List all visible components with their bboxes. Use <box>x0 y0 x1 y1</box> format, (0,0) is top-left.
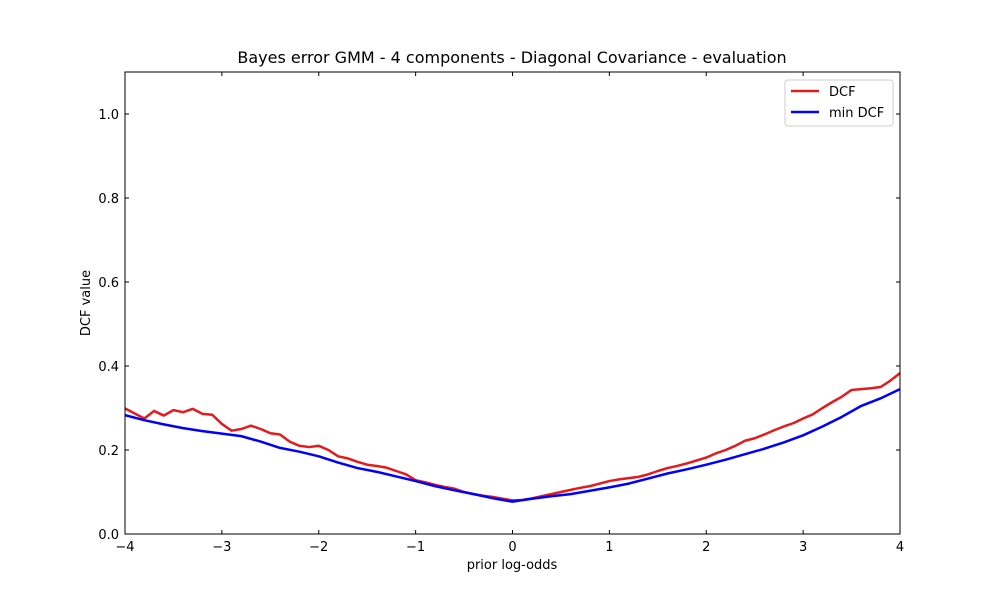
chart-title: Bayes error GMM - 4 components - Diagona… <box>237 48 786 67</box>
x-tick-label: 3 <box>799 540 807 555</box>
x-tick-label: −1 <box>406 540 425 555</box>
x-tick-label: −4 <box>115 540 134 555</box>
y-tick-label: 0.0 <box>98 528 119 543</box>
x-tick-label: 1 <box>605 540 613 555</box>
y-tick-label: 0.8 <box>98 192 119 207</box>
y-tick-label: 0.2 <box>98 444 119 459</box>
series-layer <box>124 372 901 503</box>
series-line-min-dcf <box>124 387 901 503</box>
x-axis-label: prior log-odds <box>467 558 558 573</box>
legend-label-dcf: DCF <box>829 85 856 100</box>
y-tick-label: 0.6 <box>98 276 119 291</box>
axes-frame <box>124 71 901 535</box>
axis-ticks: −4 −3 −2 −1 0 1 2 3 4 0.0 0.2 0.4 0.6 0.8 1.0 <box>98 72 904 555</box>
x-tick-label: −3 <box>212 540 231 555</box>
x-tick-label: −2 <box>309 540 328 555</box>
legend: DCF min DCF <box>784 79 894 127</box>
x-tick-label: 2 <box>702 540 710 555</box>
y-tick-label: 0.4 <box>98 360 119 375</box>
x-tick-label: 4 <box>896 540 904 555</box>
y-tick-label: 1.0 <box>98 108 119 123</box>
y-axis-label: DCF value <box>79 270 94 336</box>
legend-label-min-dcf: min DCF <box>829 106 884 121</box>
x-tick-label: 0 <box>508 540 516 555</box>
